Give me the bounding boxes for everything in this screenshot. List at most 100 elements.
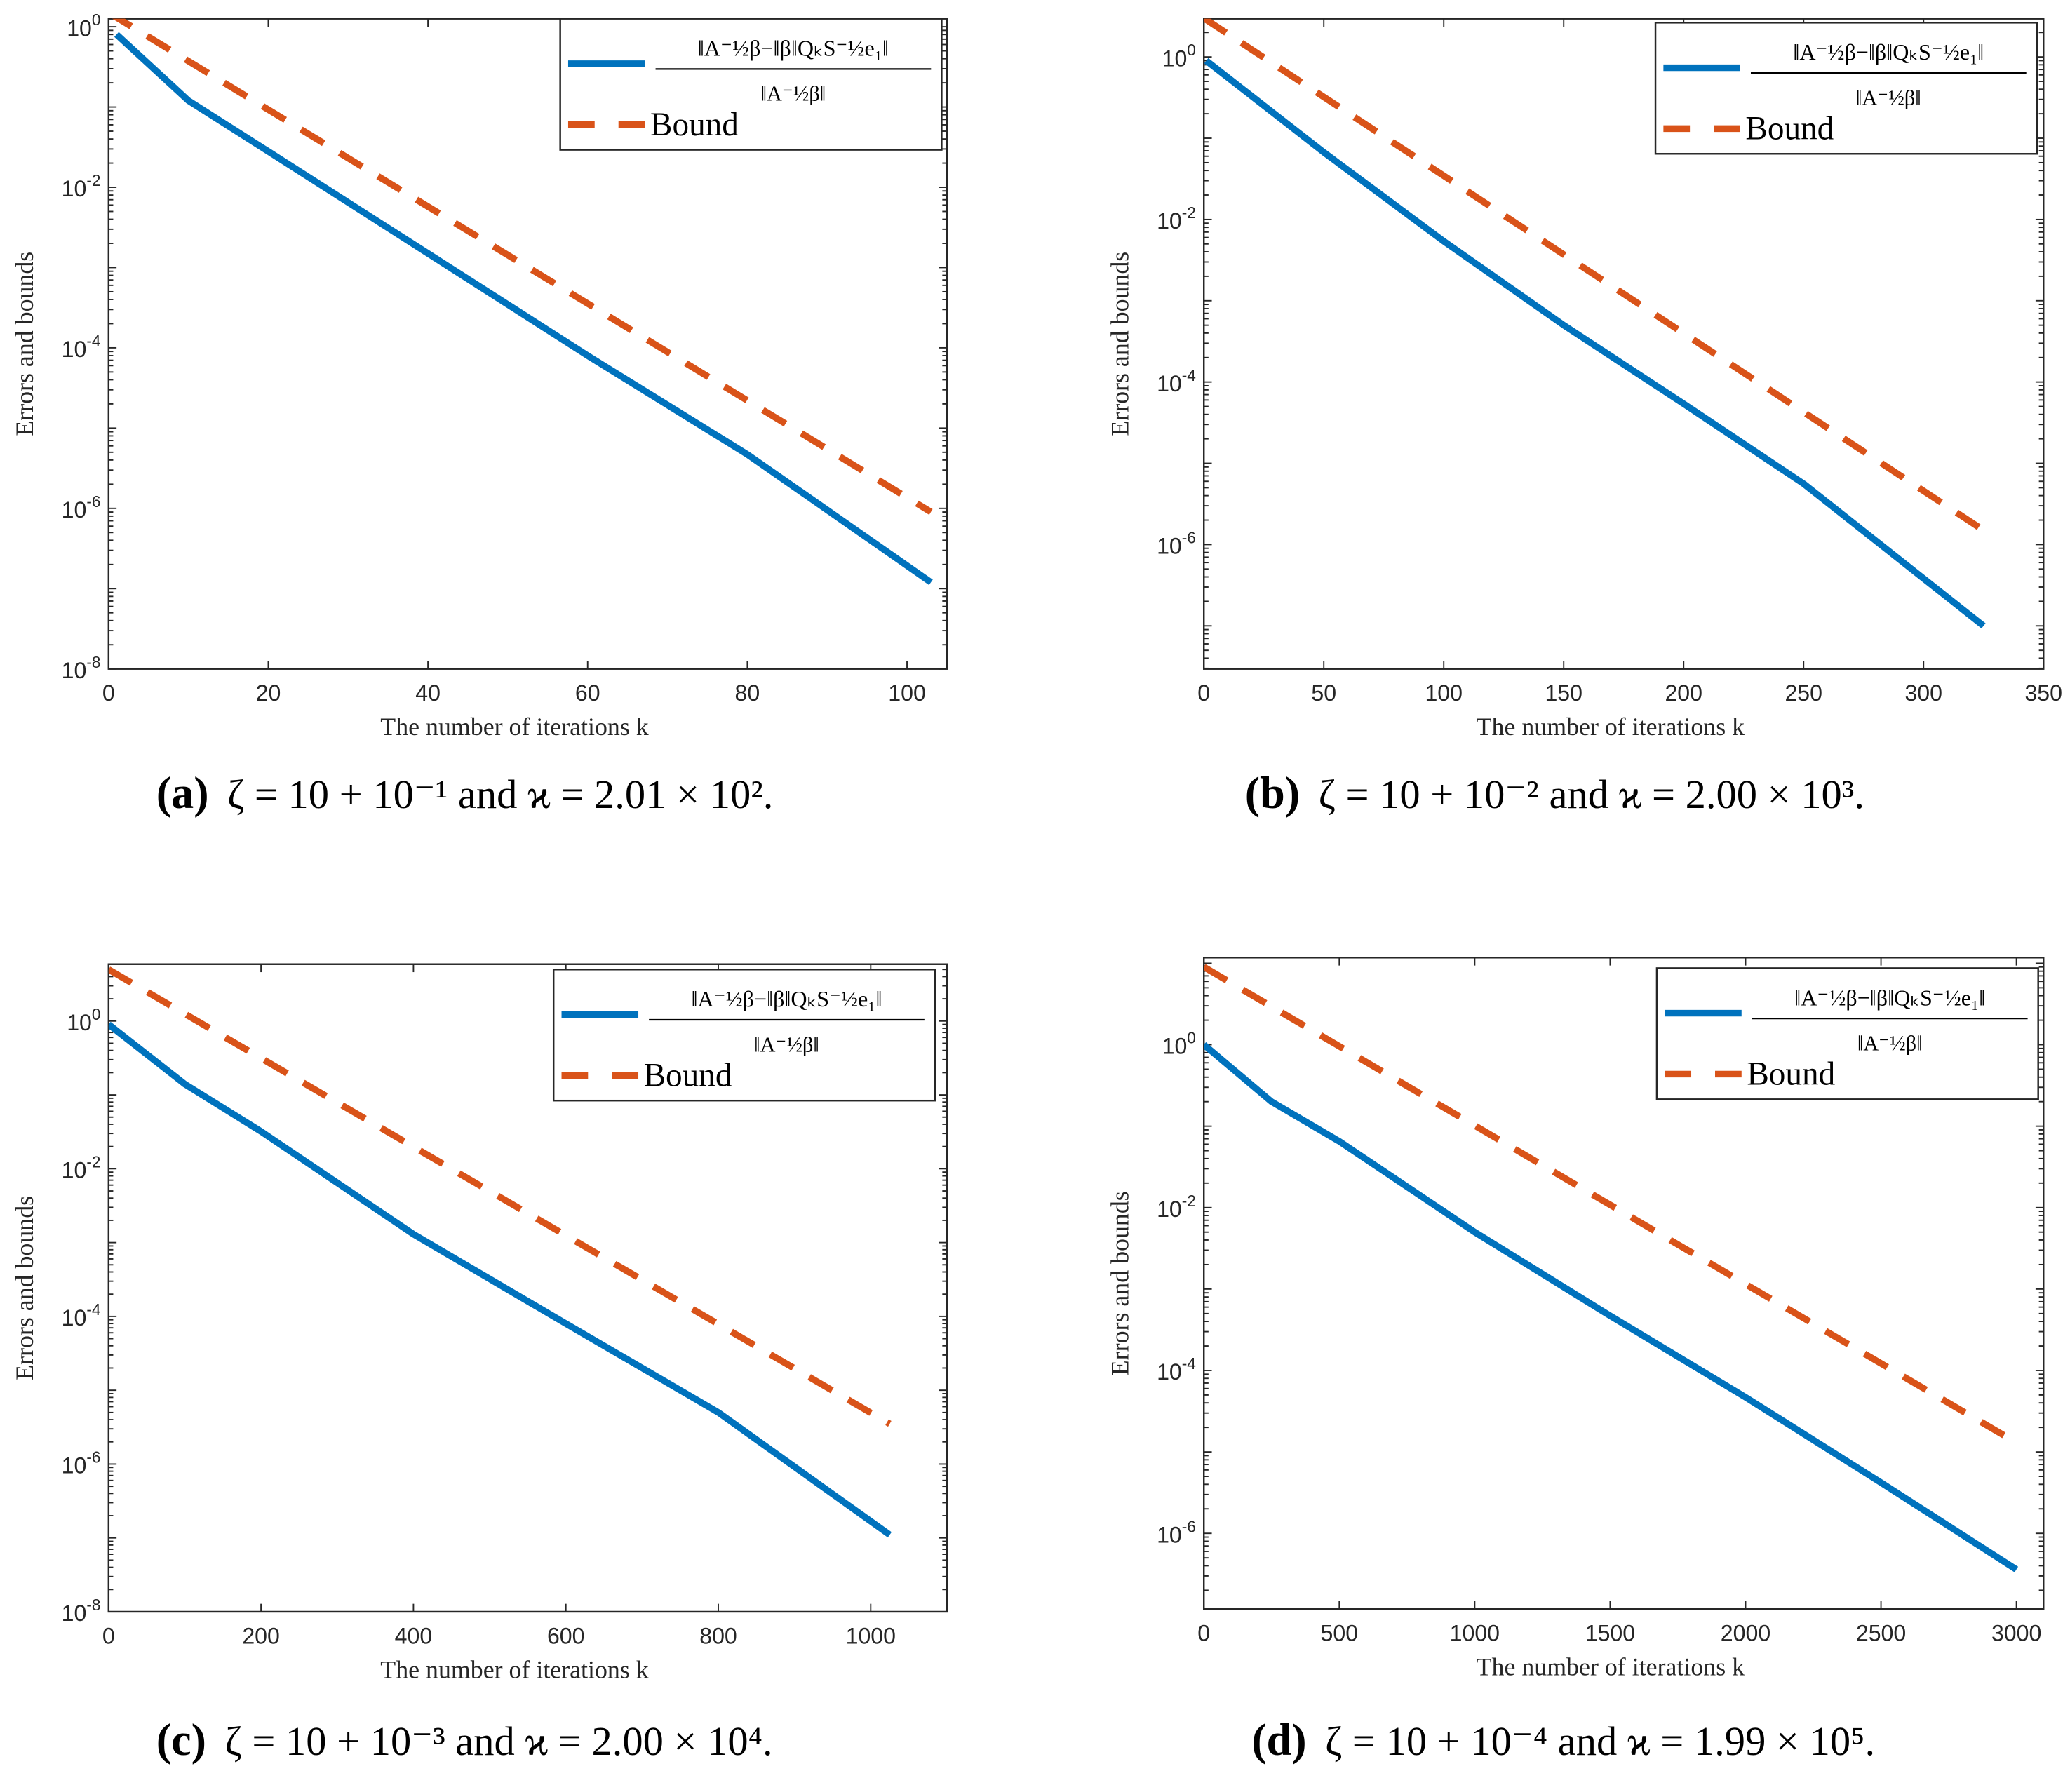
panel-caption: (c) ζ = 10 + 10⁻³ and ϰ = 2.00 × 10⁴. bbox=[156, 1715, 773, 1765]
x-tick-label: 100 bbox=[1425, 680, 1463, 706]
panel-letter: (c) bbox=[156, 1715, 206, 1765]
x-tick-label: 50 bbox=[1311, 680, 1336, 706]
x-tick-label: 500 bbox=[1321, 1621, 1359, 1646]
panel-letter: (b) bbox=[1245, 768, 1300, 818]
x-tick-label: 2000 bbox=[1721, 1621, 1770, 1646]
x-tick-label: 1000 bbox=[1450, 1621, 1500, 1646]
legend-error-denominator: ‖A⁻½β‖ bbox=[754, 1032, 819, 1056]
x-tick-label: 350 bbox=[2024, 680, 2062, 706]
y-tick-exponent: -6 bbox=[1182, 529, 1196, 547]
y-axis-label: Errors and bounds bbox=[11, 1196, 39, 1380]
legend-error-numerator: ‖A⁻½β−‖β‖QₖS⁻½e₁‖ bbox=[1793, 39, 1984, 65]
panel-caption-text: ζ = 10 + 10⁻² and ϰ = 2.00 × 10³. bbox=[1319, 772, 1864, 817]
x-tick-label: 0 bbox=[102, 1623, 115, 1648]
y-axis-label: Errors and bounds bbox=[11, 252, 39, 436]
panel-caption-text: ζ = 10 + 10⁻¹ and ϰ = 2.01 × 10². bbox=[227, 772, 773, 817]
legend-error-numerator: ‖A⁻½β−‖β‖QₖS⁻½e₁‖ bbox=[698, 36, 889, 61]
y-tick-base: 10 bbox=[67, 1010, 92, 1035]
y-tick-exponent: -8 bbox=[86, 653, 100, 671]
y-tick-label: 10-4 bbox=[62, 332, 101, 362]
y-tick-exponent: -6 bbox=[86, 1448, 100, 1467]
legend: ‖A⁻½β−‖β‖QₖS⁻½e₁‖ ‖A⁻½β‖ Bound bbox=[1655, 967, 2039, 1100]
panel-letter: (d) bbox=[1251, 1715, 1306, 1765]
y-tick-label: 10-6 bbox=[1157, 1517, 1196, 1547]
x-tick-label: 1000 bbox=[846, 1623, 896, 1648]
y-tick-label: 100 bbox=[67, 1005, 100, 1035]
y-tick-exponent: 0 bbox=[92, 11, 101, 29]
y-tick-label: 10-2 bbox=[62, 1152, 101, 1183]
y-tick-exponent: -4 bbox=[86, 332, 100, 350]
x-tick-label: 60 bbox=[575, 680, 600, 706]
y-tick-exponent: -4 bbox=[1182, 366, 1196, 384]
y-tick-base: 10 bbox=[62, 337, 87, 362]
x-tick-label: 200 bbox=[242, 1623, 280, 1648]
y-tick-label: 10-2 bbox=[1157, 203, 1196, 234]
x-tick-label: 0 bbox=[102, 680, 115, 706]
legend-bound-label: Bound bbox=[644, 1057, 732, 1093]
y-tick-exponent: -4 bbox=[86, 1300, 100, 1319]
bound-line bbox=[1204, 964, 2018, 1446]
y-tick-label: 100 bbox=[1162, 41, 1196, 71]
legend: ‖A⁻½β−‖β‖QₖS⁻½e₁‖ ‖A⁻½β‖ Bound bbox=[552, 969, 936, 1102]
y-tick-exponent: -4 bbox=[1182, 1354, 1196, 1373]
y-tick-exponent: -2 bbox=[86, 171, 100, 189]
legend-error-denominator: ‖A⁻½β‖ bbox=[1857, 1031, 1923, 1055]
error-line bbox=[108, 1021, 892, 1538]
y-tick-exponent: 0 bbox=[1187, 1029, 1196, 1047]
x-tick-label: 600 bbox=[547, 1623, 585, 1648]
y-tick-base: 10 bbox=[62, 176, 87, 201]
panel-caption-text: ζ = 10 + 10⁻⁴ and ϰ = 1.99 × 10⁵. bbox=[1325, 1718, 1875, 1764]
panel-caption-text: ζ = 10 + 10⁻³ and ϰ = 2.00 × 10⁴. bbox=[224, 1718, 772, 1764]
x-axis-label: The number of iterations k bbox=[1477, 713, 1745, 741]
y-tick-label: 10-4 bbox=[1157, 366, 1196, 396]
y-tick-base: 10 bbox=[62, 497, 87, 523]
y-tick-label: 10-8 bbox=[62, 1596, 101, 1626]
error-line bbox=[1204, 58, 1986, 629]
x-tick-label: 2500 bbox=[1856, 1621, 1906, 1646]
y-tick-label: 10-2 bbox=[62, 171, 101, 201]
x-tick-label: 20 bbox=[256, 680, 281, 706]
x-tick-label: 0 bbox=[1197, 680, 1210, 706]
y-tick-base: 10 bbox=[1157, 1522, 1182, 1547]
error-line bbox=[114, 32, 933, 586]
x-tick-label: 800 bbox=[699, 1623, 737, 1648]
y-tick-label: 10-2 bbox=[1157, 1192, 1196, 1222]
y-tick-exponent: -2 bbox=[1182, 1192, 1196, 1210]
y-tick-exponent: -8 bbox=[86, 1596, 100, 1614]
y-tick-base: 10 bbox=[62, 1453, 87, 1478]
y-tick-base: 10 bbox=[1157, 534, 1182, 559]
legend-error-numerator: ‖A⁻½β−‖β‖QₖS⁻½e₁‖ bbox=[691, 986, 882, 1011]
panel-caption: (a) ζ = 10 + 10⁻¹ and ϰ = 2.01 × 10². bbox=[156, 768, 774, 818]
y-tick-base: 10 bbox=[1162, 1034, 1188, 1059]
y-tick-label: 10-6 bbox=[1157, 529, 1196, 559]
y-tick-exponent: -6 bbox=[86, 492, 100, 511]
legend: ‖A⁻½β−‖β‖QₖS⁻½e₁‖ ‖A⁻½β‖ Bound bbox=[559, 18, 943, 151]
x-tick-label: 100 bbox=[888, 680, 926, 706]
legend-error-numerator: ‖A⁻½β−‖β‖QₖS⁻½e₁‖ bbox=[1794, 985, 1985, 1010]
x-tick-label: 0 bbox=[1197, 1621, 1210, 1646]
y-axis-label: Errors and bounds bbox=[1106, 1191, 1134, 1375]
y-tick-exponent: 0 bbox=[1187, 41, 1196, 59]
error-line bbox=[1204, 1042, 2019, 1572]
y-tick-label: 10-4 bbox=[1157, 1354, 1196, 1385]
bound-line bbox=[108, 966, 892, 1427]
x-axis-label: The number of iterations k bbox=[1477, 1653, 1745, 1681]
legend-error-denominator: ‖A⁻½β‖ bbox=[1856, 86, 1921, 109]
y-tick-exponent: -2 bbox=[1182, 203, 1196, 222]
y-tick-exponent: -2 bbox=[86, 1152, 100, 1171]
y-tick-base: 10 bbox=[1162, 46, 1188, 71]
x-tick-label: 300 bbox=[1904, 680, 1942, 706]
x-tick-label: 40 bbox=[415, 680, 441, 706]
x-tick-label: 150 bbox=[1545, 680, 1582, 706]
y-tick-label: 100 bbox=[1162, 1029, 1196, 1059]
panel-caption: (b) ζ = 10 + 10⁻² and ϰ = 2.00 × 10³. bbox=[1245, 768, 1864, 818]
legend-error-denominator: ‖A⁻½β‖ bbox=[761, 82, 826, 106]
x-tick-label: 400 bbox=[395, 1623, 433, 1648]
legend-bound-label: Bound bbox=[1747, 1056, 1835, 1093]
y-tick-base: 10 bbox=[1157, 371, 1182, 396]
